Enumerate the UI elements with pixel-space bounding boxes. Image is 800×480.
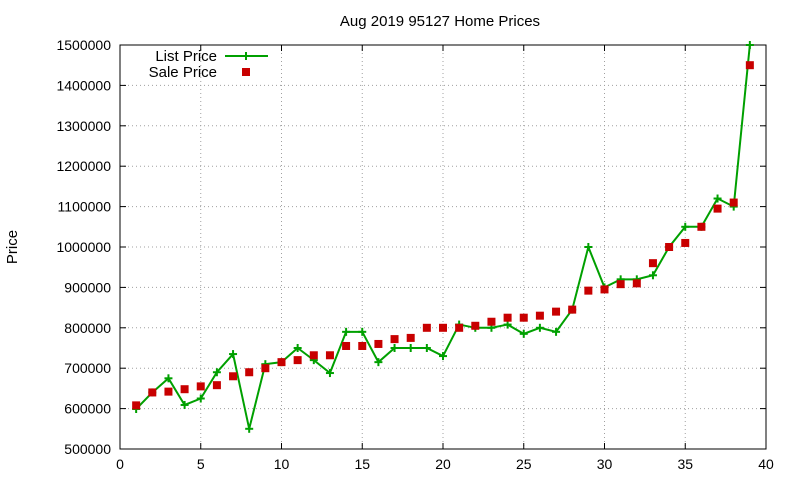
sale-price-point — [729, 198, 738, 207]
x-tick-label: 35 — [677, 456, 693, 472]
sale-price-point — [132, 401, 141, 410]
list-price-point — [503, 320, 512, 329]
sale-price-point — [245, 368, 254, 377]
legend-swatch-marker — [242, 68, 250, 76]
sale-price-point — [293, 356, 302, 365]
sale-price-point — [196, 382, 205, 391]
x-tick-label: 40 — [758, 456, 774, 472]
grid — [120, 45, 766, 449]
x-tick-label: 25 — [516, 456, 532, 472]
list-price-point — [584, 243, 593, 251]
x-tick-label: 15 — [354, 456, 370, 472]
sale-price-point — [180, 385, 189, 394]
sale-price-point — [616, 280, 625, 289]
y-tick-label: 800000 — [64, 320, 111, 336]
sale-price-point — [164, 387, 173, 396]
list-price-point — [374, 358, 383, 367]
sale-price-point — [648, 259, 657, 268]
y-tick-label: 1200000 — [56, 158, 111, 174]
sale-price-point — [358, 341, 367, 350]
sale-price-point — [697, 222, 706, 231]
sale-price-point — [212, 381, 221, 390]
sale-price-point — [229, 372, 238, 381]
list-price-point — [713, 194, 722, 203]
legend-label: Sale Price — [149, 64, 217, 81]
sale-price-point — [745, 61, 754, 70]
sale-price-point — [471, 321, 480, 330]
y-axis-label: Price — [4, 230, 21, 264]
list-price-point — [519, 329, 528, 338]
list-price-point — [681, 222, 690, 231]
list-price-point — [552, 327, 561, 336]
list-price-point — [196, 394, 205, 403]
sale-price-point — [342, 341, 351, 350]
sale-price-point — [277, 358, 286, 367]
sale-price-point — [600, 285, 609, 294]
sale-price-point — [713, 204, 722, 213]
list-price-point — [245, 424, 254, 433]
sale-price-point — [552, 307, 561, 316]
x-tick-label: 5 — [197, 456, 205, 472]
y-tick-label: 500000 — [64, 441, 111, 457]
sale-price-point — [665, 243, 674, 251]
sale-price-point — [519, 313, 528, 322]
sale-price-point — [503, 313, 512, 322]
series-list-price — [132, 41, 754, 433]
sale-price-point — [406, 333, 415, 342]
y-tick-label: 1400000 — [56, 77, 111, 93]
list-price-line — [135, 44, 751, 430]
legend-label: List Price — [155, 48, 217, 65]
x-tick-label: 20 — [435, 456, 451, 472]
series-sale-price — [132, 61, 754, 410]
list-price-point — [180, 400, 189, 409]
list-price-point — [342, 327, 351, 336]
y-tick-label: 900000 — [64, 279, 111, 295]
sale-price-point — [374, 339, 383, 348]
x-tick-label: 10 — [274, 456, 290, 472]
list-price-point — [745, 41, 754, 49]
plot-series — [132, 41, 754, 433]
list-price-point — [164, 374, 173, 383]
list-price-point — [390, 344, 399, 352]
list-price-point — [212, 368, 221, 377]
sale-price-point — [422, 323, 431, 332]
sale-price-point — [632, 279, 641, 288]
y-tick-label: 600000 — [64, 401, 111, 417]
sale-price-point — [535, 311, 544, 320]
y-tick-label: 700000 — [64, 360, 111, 376]
y-tick-label: 1300000 — [56, 118, 111, 134]
sale-price-point — [309, 351, 318, 360]
chart-title: Aug 2019 95127 Home Prices — [340, 13, 540, 30]
sale-price-point — [390, 335, 399, 344]
x-tick-label: 30 — [597, 456, 613, 472]
sale-price-point — [455, 323, 464, 332]
x-tick-label: 0 — [116, 456, 124, 472]
sale-price-point — [439, 323, 447, 332]
sale-price-point — [148, 388, 157, 397]
y-tick-label: 1000000 — [56, 239, 111, 255]
list-price-point — [439, 352, 447, 361]
sale-price-point — [325, 351, 334, 360]
list-price-point — [229, 350, 238, 359]
list-price-point — [422, 344, 431, 352]
legend-swatch-marker — [242, 52, 250, 60]
y-tick-label: 1100000 — [58, 199, 112, 215]
list-price-point — [406, 344, 415, 352]
list-price-point — [358, 327, 367, 336]
sale-price-point — [568, 305, 577, 314]
list-price-point — [648, 271, 657, 280]
list-price-point — [325, 369, 334, 378]
sale-price-point — [487, 317, 496, 326]
sale-price-point — [584, 286, 593, 295]
y-tick-label: 1500000 — [56, 37, 111, 53]
list-price-point — [535, 323, 544, 332]
list-price-point — [293, 344, 302, 352]
sale-price-point — [681, 238, 690, 247]
sale-price-point — [261, 364, 270, 373]
axis-ticks: 0 5 10 15 20 25 30 35 40 500000 600000 700000 800000… — [56, 37, 774, 472]
